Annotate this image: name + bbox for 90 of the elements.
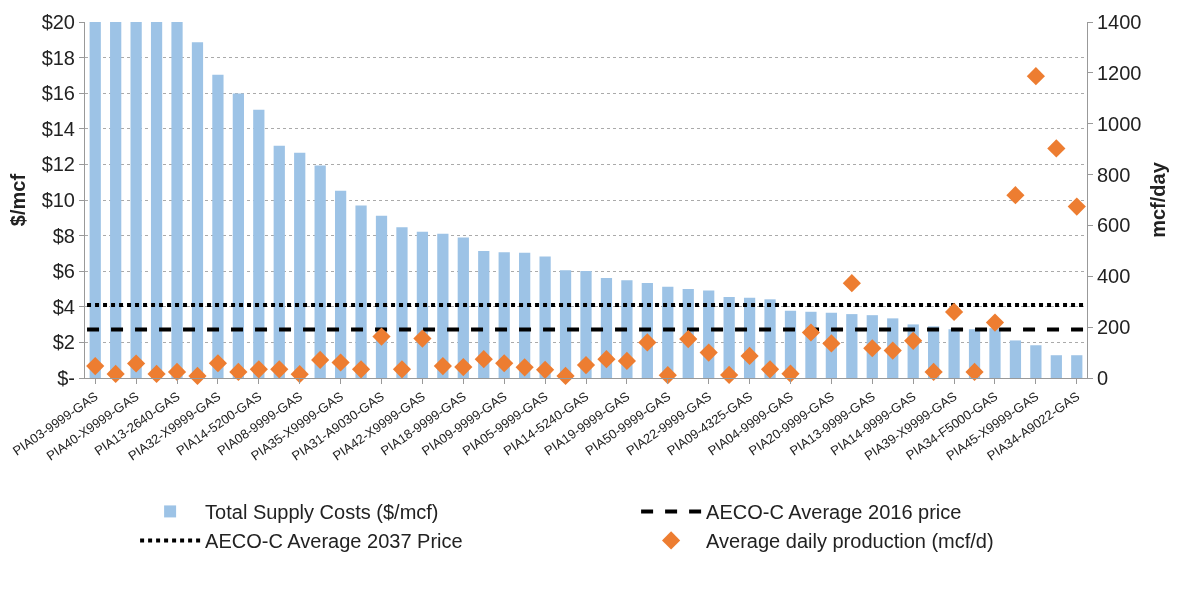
- point: [1067, 197, 1086, 216]
- y-tick-label: $-: [57, 367, 75, 389]
- point: [536, 360, 555, 379]
- legend-label: AECO-C Average 2037 Price: [205, 530, 463, 553]
- point: [331, 353, 350, 372]
- legend-label: Total Supply Costs ($/mcf): [205, 501, 439, 524]
- point: [127, 354, 146, 373]
- y-tick-label: $14: [41, 117, 75, 140]
- bar: [846, 314, 858, 378]
- point: [351, 360, 371, 379]
- bar: [1009, 340, 1022, 378]
- y-tick-label: $4: [52, 295, 75, 318]
- y2-tick-label: 0: [1097, 367, 1109, 389]
- point: [454, 357, 473, 377]
- point: [229, 362, 248, 381]
- bar: [253, 109, 265, 378]
- point: [249, 360, 268, 379]
- point: [781, 364, 800, 383]
- bar: [1030, 345, 1042, 378]
- y2-tick-label: 1400: [1097, 11, 1142, 33]
- point: [679, 329, 698, 349]
- point: [147, 364, 166, 384]
- y2-tick-label: 1000: [1097, 112, 1142, 135]
- point: [883, 341, 902, 360]
- y2-tick-label: 1200: [1097, 61, 1142, 84]
- bar: [171, 22, 183, 378]
- y-tick-label: $12: [41, 153, 75, 176]
- point: [208, 354, 228, 373]
- point: [965, 362, 984, 381]
- bar: [130, 22, 142, 378]
- point: [801, 323, 821, 342]
- point: [985, 313, 1005, 332]
- legend-label: AECO-C Average 2016 price: [706, 501, 962, 524]
- point: [822, 334, 841, 353]
- point: [944, 302, 964, 321]
- point: [372, 327, 391, 346]
- point: [392, 360, 412, 379]
- y2-axis-title: mcf/day: [1147, 161, 1169, 238]
- y-tick-label: $6: [52, 260, 75, 283]
- y-tick-label: $20: [41, 11, 75, 33]
- bar: [232, 93, 244, 378]
- point: [699, 343, 718, 362]
- point: [556, 366, 575, 386]
- point: [638, 333, 657, 352]
- y-tick-label: $16: [41, 82, 75, 105]
- bar: [1071, 355, 1083, 378]
- bar: [314, 165, 326, 378]
- point: [658, 366, 677, 385]
- point: [413, 329, 432, 348]
- y2-tick-label: 400: [1097, 265, 1131, 288]
- point: [188, 366, 207, 386]
- y2-tick-label: 200: [1097, 316, 1131, 339]
- bar: [948, 329, 960, 378]
- point: [86, 356, 105, 376]
- y-tick-label: $18: [41, 46, 75, 69]
- bar: [273, 145, 285, 378]
- point: [1006, 186, 1025, 205]
- point: [290, 365, 309, 384]
- y-tick-label: $2: [52, 331, 75, 354]
- bar: [212, 74, 224, 378]
- legend-label: Average daily production (mcf/d): [706, 530, 994, 553]
- y2-tick-label: 800: [1097, 163, 1131, 186]
- point: [270, 360, 289, 379]
- point: [1026, 67, 1045, 86]
- y2-tick-label: 600: [1097, 214, 1131, 237]
- point: [495, 354, 514, 373]
- point: [924, 362, 943, 381]
- point: [433, 356, 452, 376]
- point: [617, 351, 636, 371]
- y-tick-label: $8: [52, 224, 75, 247]
- y-axis-title: $/mcf: [7, 173, 30, 227]
- point: [106, 364, 125, 384]
- bar: [355, 205, 367, 378]
- point: [474, 350, 493, 369]
- bar: [89, 22, 101, 378]
- point: [515, 358, 534, 377]
- point: [1047, 139, 1066, 158]
- point: [311, 350, 330, 370]
- bar: [1050, 355, 1062, 378]
- point: [904, 331, 923, 350]
- point: [863, 339, 882, 358]
- y-tick-label: $10: [41, 189, 75, 211]
- point: [842, 274, 861, 293]
- point: [167, 362, 187, 381]
- point: [760, 360, 780, 379]
- point: [597, 350, 616, 369]
- bar: [989, 328, 1001, 378]
- point: [576, 355, 596, 375]
- point: [740, 346, 759, 365]
- point: [720, 365, 739, 385]
